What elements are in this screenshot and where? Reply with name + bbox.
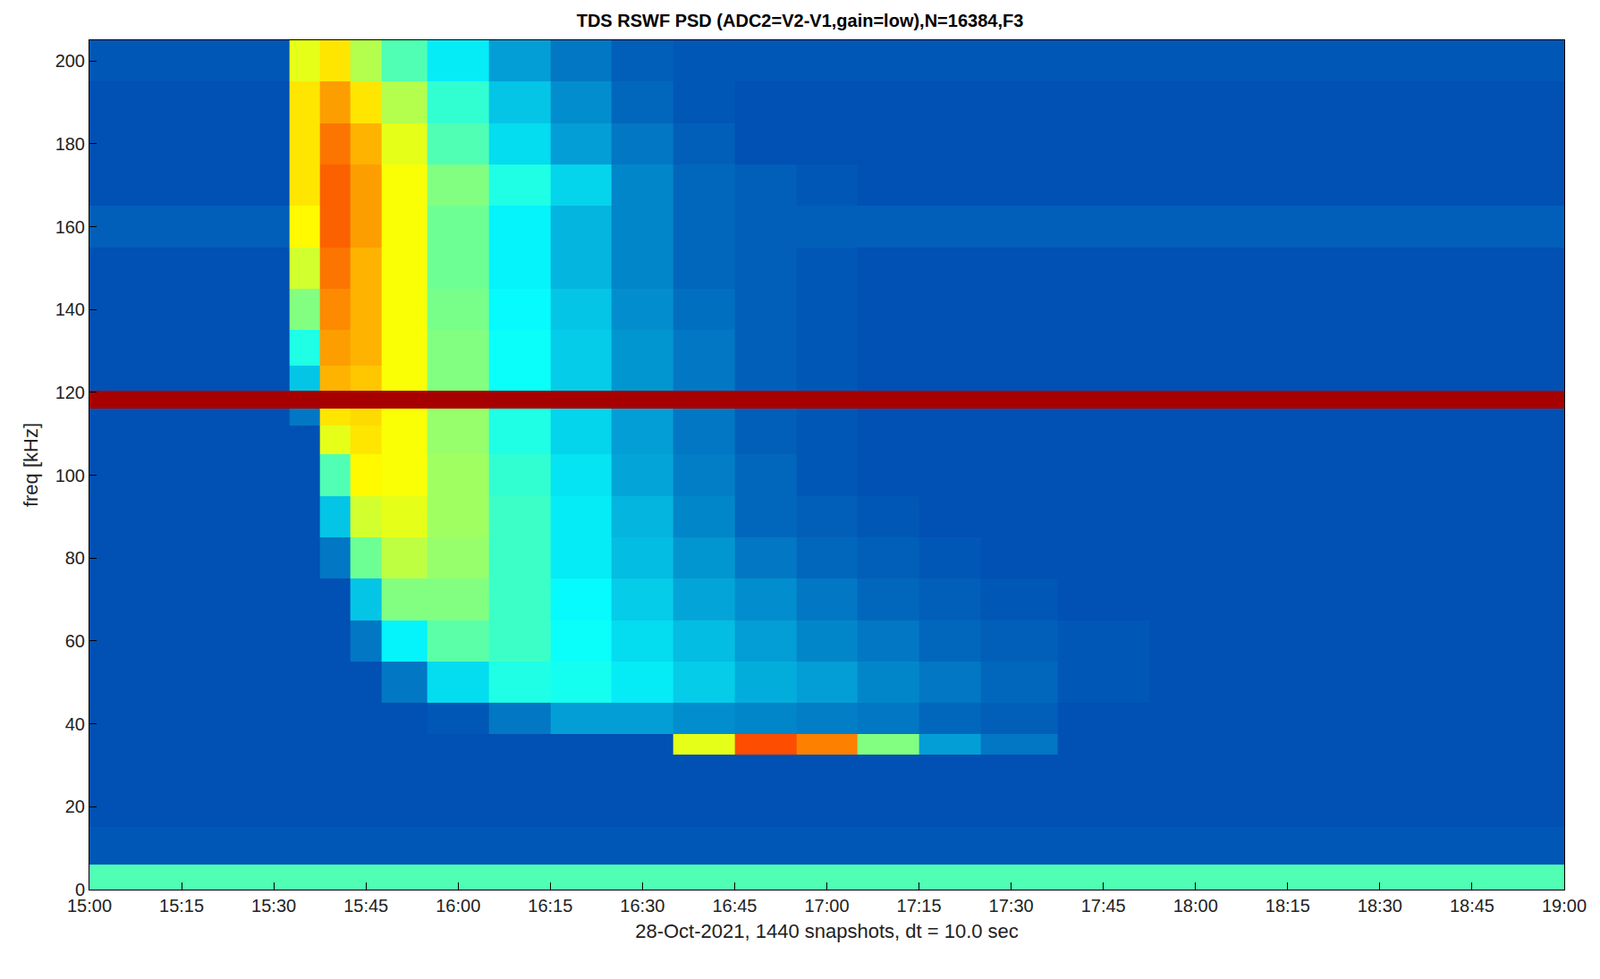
svg-text:17:15: 17:15 <box>897 896 942 916</box>
svg-text:15:30: 15:30 <box>251 896 297 916</box>
svg-text:17:30: 17:30 <box>989 896 1034 916</box>
svg-text:120: 120 <box>55 382 85 403</box>
svg-text:160: 160 <box>55 217 85 238</box>
svg-text:19:00: 19:00 <box>1541 896 1587 916</box>
svg-text:18:00: 18:00 <box>1173 896 1219 916</box>
svg-text:freq [kHz]: freq [kHz] <box>19 423 43 508</box>
svg-text:140: 140 <box>55 299 85 320</box>
svg-text:16:15: 16:15 <box>527 896 573 916</box>
svg-text:TDS RSWF PSD (ADC2=V2-V1,gain=: TDS RSWF PSD (ADC2=V2-V1,gain=low),N=163… <box>576 10 1025 31</box>
svg-text:180: 180 <box>55 134 85 154</box>
svg-text:0: 0 <box>75 880 85 900</box>
svg-text:15:45: 15:45 <box>343 896 389 916</box>
svg-text:28-Oct-2021, 1440 snapshots, d: 28-Oct-2021, 1440 snapshots, dt = 10.0 s… <box>634 920 1019 943</box>
svg-text:16:45: 16:45 <box>711 896 757 916</box>
svg-text:18:15: 18:15 <box>1265 896 1311 916</box>
svg-text:15:15: 15:15 <box>159 896 204 916</box>
svg-text:17:45: 17:45 <box>1081 896 1126 916</box>
svg-text:18:30: 18:30 <box>1357 896 1403 916</box>
svg-text:60: 60 <box>65 631 85 652</box>
svg-text:18:45: 18:45 <box>1449 896 1495 916</box>
svg-text:40: 40 <box>65 714 85 735</box>
svg-text:16:00: 16:00 <box>435 896 481 916</box>
svg-text:16:30: 16:30 <box>619 896 665 916</box>
svg-text:20: 20 <box>65 796 85 817</box>
svg-text:80: 80 <box>65 548 85 568</box>
svg-text:100: 100 <box>55 465 85 486</box>
svg-text:17:00: 17:00 <box>804 896 849 916</box>
svg-text:200: 200 <box>55 50 85 71</box>
svg-text:15:00: 15:00 <box>67 896 112 916</box>
